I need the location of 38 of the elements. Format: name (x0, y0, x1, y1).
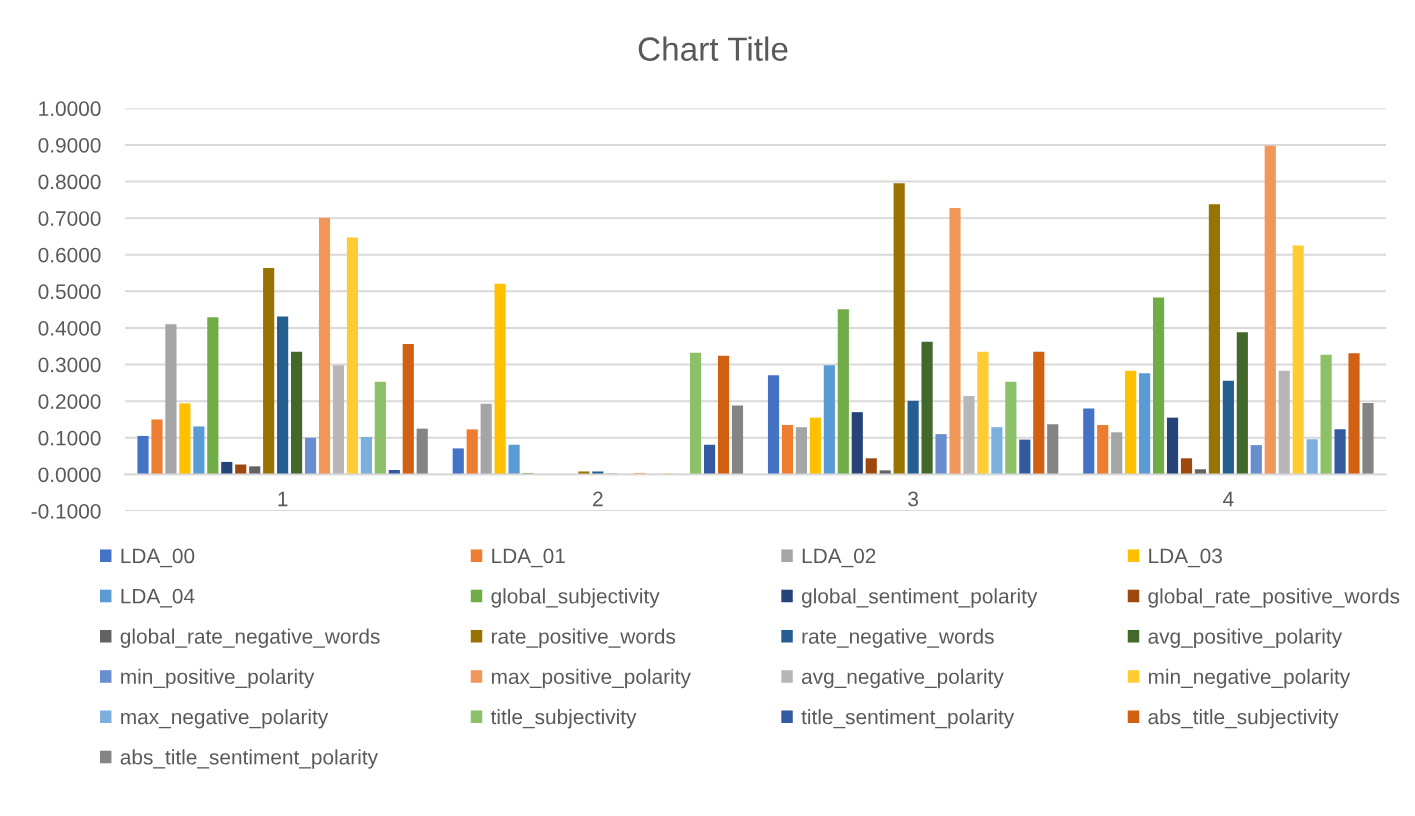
legend-label: global_rate_positive_words (1148, 588, 1400, 608)
y-tick-label: 0.9000 (38, 137, 101, 153)
x-tick-label: 3 (908, 491, 918, 507)
legend-label: global_subjectivity (491, 588, 660, 608)
legend-label: max_negative_polarity (121, 709, 329, 729)
legend-label: title_sentiment_polarity (801, 709, 1015, 729)
y-tick-label: 0.3000 (38, 357, 101, 373)
legend-label: max_positive_polarity (491, 668, 691, 689)
y-tick-label: 1.0000 (39, 101, 101, 117)
y-tick-label: 0.7000 (38, 211, 101, 226)
legend-label: LDA_02 (802, 548, 876, 568)
legend-label: avg_negative_polarity (801, 668, 1004, 689)
legend-label: rate_positive_words (491, 628, 676, 648)
x-tick-label: 2 (593, 491, 603, 507)
legend-label: LDA_04 (121, 588, 195, 608)
y-tick-label: 0.6000 (38, 247, 101, 263)
legend-label: LDA_01 (492, 548, 565, 568)
x-tick-label: 4 (1223, 491, 1234, 507)
legend-label: min_negative_polarity (1148, 668, 1351, 689)
legend-label: LDA_00 (121, 548, 195, 568)
chart-title: Chart Title (638, 36, 788, 61)
legend-label: LDA_03 (1149, 548, 1222, 568)
x-tick-label: 1 (278, 491, 288, 507)
legend-label: global_rate_negative_words (120, 628, 380, 648)
y-tick-label: 0.0000 (38, 467, 101, 483)
y-tick-label: 0.4000 (38, 320, 101, 336)
y-tick-label: 0.1000 (38, 430, 101, 446)
y-tick-label: 0.2000 (38, 394, 101, 409)
legend-label: abs_title_subjectivity (1148, 709, 1339, 729)
legend-label: title_subjectivity (490, 709, 637, 729)
legend-label: abs_title_sentiment_polarity (120, 749, 378, 769)
legend-label: global_sentiment_polarity (801, 588, 1038, 608)
legend-label: rate_negative_words (802, 628, 994, 648)
legend-label: min_positive_polarity (121, 668, 315, 689)
y-tick-label: 0.8000 (38, 174, 101, 190)
legend-label: avg_positive_polarity (1148, 628, 1343, 648)
y-tick-label: -0.1000 (31, 504, 101, 519)
y-tick-label: 0.5000 (38, 284, 101, 300)
